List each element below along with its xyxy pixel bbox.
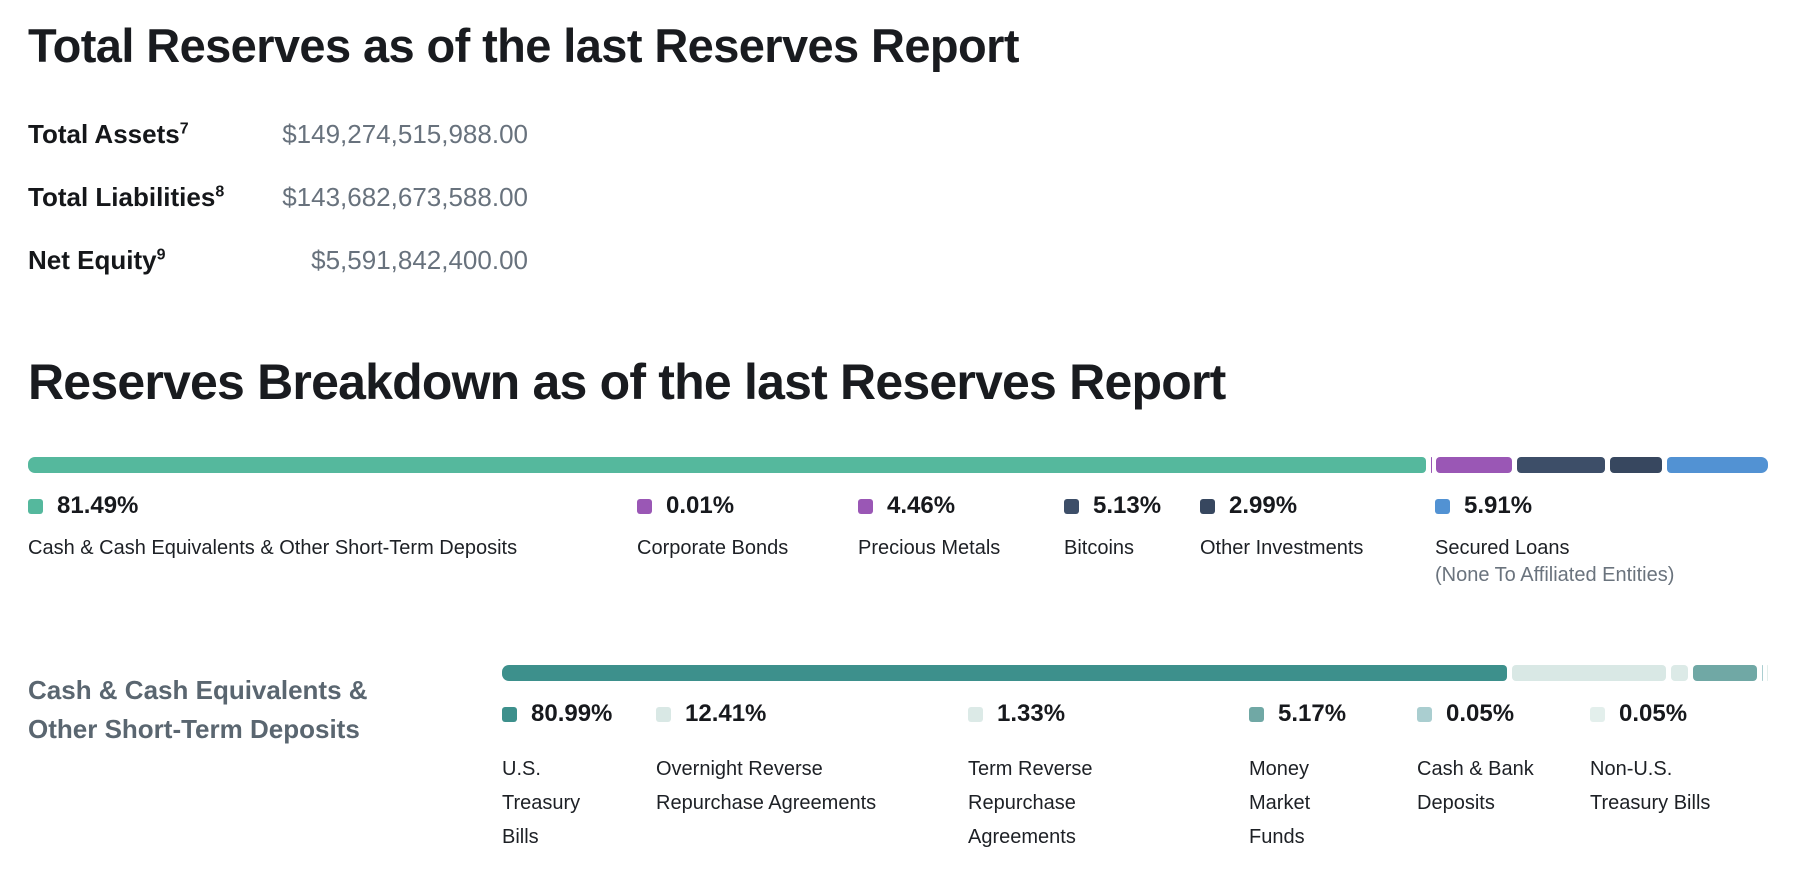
color-swatch-icon — [656, 706, 671, 722]
reserves-breakdown-title: Reserves Breakdown as of the last Reserv… — [28, 354, 1226, 411]
total-liabilities-label: Total Liabilities8 — [28, 181, 224, 213]
legend-item: 4.46% Precious Metals — [858, 494, 1064, 562]
bar-segment-bitcoins — [1517, 457, 1606, 474]
legend-item: 5.91% Secured Loans (None To Affiliated … — [1435, 494, 1768, 588]
legend-percent: 0.01% — [666, 492, 735, 520]
legend-percent: 2.99% — [1229, 492, 1298, 520]
cash-equivalents-section: Cash & Cash Equivalents & Other Short-Te… — [28, 665, 1768, 854]
bar-segment-cash-bank-deposits — [1761, 665, 1763, 682]
bar-segment-term-reverse-repo — [1671, 665, 1688, 682]
legend-label: Corporate Bonds — [637, 537, 789, 560]
stat-label-text: Net Equity — [28, 245, 157, 276]
legend-label: Money Market Funds — [1249, 758, 1311, 849]
total-liabilities-value: $143,682,673,588.00 — [282, 182, 528, 213]
bar-segment-precious-metals — [1435, 457, 1513, 474]
cash-equivalents-bar — [502, 665, 1768, 682]
bar-segment-other-investments — [1610, 457, 1662, 474]
legend-label: Cash & Cash Equivalents & Other Short-Te… — [28, 537, 518, 560]
total-liabilities-row: Total Liabilities8 $143,682,673,588.00 — [28, 181, 528, 213]
legend-percent: 5.13% — [1093, 492, 1162, 520]
total-reserves-title: Total Reserves as of the last Reserves R… — [28, 19, 1019, 72]
totals-summary: Total Assets7 $149,274,515,988.00 Total … — [28, 118, 1768, 276]
total-assets-row: Total Assets7 $149,274,515,988.00 — [28, 118, 528, 150]
section-title-line: Cash & Cash Equivalents & — [28, 675, 368, 706]
legend-label: Precious Metals — [858, 537, 1001, 560]
color-swatch-icon — [1200, 498, 1215, 514]
cash-equivalents-legend: 80.99% U.S. Treasury Bills 12.41% Overni… — [502, 702, 1768, 854]
legend-item: 0.05% Non-U.S. Treasury Bills — [1590, 702, 1768, 820]
color-swatch-icon — [28, 498, 43, 514]
reserves-breakdown-bar — [28, 457, 1768, 474]
color-swatch-icon — [502, 706, 517, 722]
stat-label-text: Total Assets — [28, 119, 180, 150]
color-swatch-icon — [1417, 706, 1432, 722]
reserves-breakdown-legend: 81.49% Cash & Cash Equivalents & Other S… — [28, 494, 1768, 588]
legend-percent: 81.49% — [57, 492, 139, 520]
legend-label: Other Investments — [1200, 537, 1364, 560]
bar-segment-overnight-reverse-repo — [1512, 665, 1667, 682]
legend-item: 81.49% Cash & Cash Equivalents & Other S… — [28, 494, 637, 562]
transparency-report-page: Total Reserves as of the last Reserves R… — [28, 19, 1768, 854]
legend-percent: 1.33% — [997, 700, 1066, 728]
net-equity-value: $5,591,842,400.00 — [311, 245, 528, 276]
bar-segment-money-market-funds — [1692, 665, 1757, 682]
section-title-line: Other Short-Term Deposits — [28, 714, 360, 745]
bar-segment-non-us-treasury-bills — [1767, 665, 1768, 682]
legend-label: Non-U.S. Treasury Bills — [1590, 758, 1711, 815]
legend-item: 5.17% Money Market Funds — [1249, 702, 1417, 854]
legend-percent: 5.17% — [1278, 700, 1347, 728]
legend-label: Secured Loans — [1435, 537, 1570, 560]
legend-percent: 80.99% — [531, 700, 613, 728]
legend-label: Term Reverse Repurchase Agreements — [968, 758, 1093, 849]
cash-equivalents-chart: 80.99% U.S. Treasury Bills 12.41% Overni… — [502, 665, 1768, 854]
cash-equivalents-section-title: Cash & Cash Equivalents & Other Short-Te… — [28, 665, 502, 854]
bar-segment-cash-equivalents — [28, 457, 1426, 474]
color-swatch-icon — [1435, 498, 1450, 514]
color-swatch-icon — [1590, 706, 1605, 722]
footnote-ref-7: 7 — [179, 120, 189, 138]
color-swatch-icon — [1249, 706, 1264, 722]
legend-label: U.S. Treasury Bills — [502, 758, 581, 849]
legend-percent: 0.05% — [1446, 700, 1515, 728]
net-equity-label: Net Equity9 — [28, 244, 165, 276]
legend-label: Bitcoins — [1064, 537, 1135, 560]
legend-item: 2.99% Other Investments — [1200, 494, 1435, 562]
net-equity-row: Net Equity9 $5,591,842,400.00 — [28, 244, 528, 276]
legend-percent: 5.91% — [1464, 492, 1533, 520]
color-swatch-icon — [968, 706, 983, 722]
stat-label-text: Total Liabilities — [28, 182, 216, 213]
legend-item: 0.01% Corporate Bonds — [637, 494, 858, 562]
legend-sublabel: (None To Affiliated Entities) — [1435, 564, 1675, 587]
color-swatch-icon — [858, 498, 873, 514]
total-assets-label: Total Assets7 — [28, 118, 189, 150]
color-swatch-icon — [1064, 498, 1079, 514]
footnote-ref-8: 8 — [215, 183, 225, 201]
legend-item: 80.99% U.S. Treasury Bills — [502, 702, 656, 854]
legend-percent: 12.41% — [685, 700, 767, 728]
color-swatch-icon — [637, 498, 652, 514]
bar-segment-secured-loans — [1666, 457, 1768, 474]
legend-label: Cash & Bank Deposits — [1417, 758, 1534, 815]
legend-percent: 4.46% — [887, 492, 956, 520]
legend-item: 12.41% Overnight Reverse Repurchase Agre… — [656, 702, 968, 820]
legend-label: Overnight Reverse Repurchase Agreements — [656, 758, 877, 815]
legend-item: 5.13% Bitcoins — [1064, 494, 1200, 562]
legend-percent: 0.05% — [1619, 700, 1688, 728]
legend-item: 1.33% Term Reverse Repurchase Agreements — [968, 702, 1249, 854]
footnote-ref-9: 9 — [156, 246, 166, 264]
legend-item: 0.05% Cash & Bank Deposits — [1417, 702, 1590, 820]
bar-segment-us-treasury-bills — [502, 665, 1508, 682]
total-assets-value: $149,274,515,988.00 — [282, 119, 528, 150]
